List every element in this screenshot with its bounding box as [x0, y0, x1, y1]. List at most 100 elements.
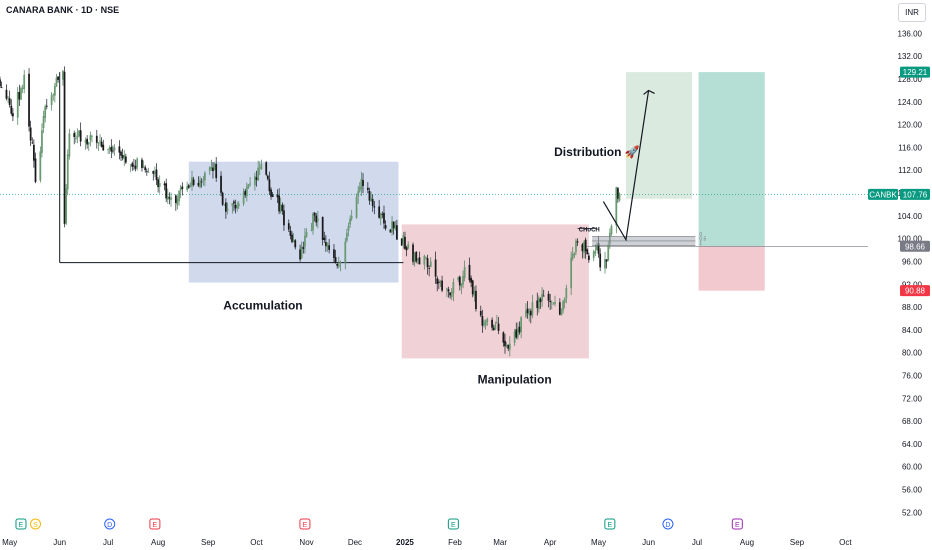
target-zone — [698, 72, 765, 247]
candle-body — [208, 167, 211, 172]
time-tick-label: Aug — [151, 538, 165, 547]
time-tick-label: Jul — [103, 538, 113, 547]
candle-body — [99, 140, 101, 142]
candle-body — [91, 135, 93, 137]
fib-label: 0 — [699, 232, 702, 238]
candle-body — [66, 154, 69, 190]
candle-body — [131, 163, 134, 167]
candle-body — [223, 204, 226, 206]
candle-body — [134, 165, 137, 169]
price-tick-label: 104.00 — [898, 212, 923, 221]
candle-body — [389, 229, 392, 233]
candle-body — [74, 137, 77, 140]
candle-body — [504, 340, 506, 347]
candle-body — [615, 187, 618, 226]
candle-body — [73, 133, 76, 137]
candle-body — [12, 113, 14, 117]
candle-body — [124, 156, 127, 163]
currency-button[interactable]: INR — [898, 3, 926, 22]
candle-body — [302, 247, 305, 249]
candle-body — [447, 289, 450, 292]
candle-body — [210, 166, 213, 170]
candle-body — [321, 216, 324, 240]
price-tick-label: 128.00 — [898, 75, 923, 84]
time-tick-label: May — [591, 538, 606, 547]
price-label-bg — [900, 66, 930, 78]
choch-label: CHoCH — [579, 227, 600, 233]
candle-body — [441, 280, 443, 291]
candle-body — [199, 180, 201, 188]
candle-body — [573, 253, 576, 256]
candle-body — [505, 344, 508, 346]
candle-body — [549, 300, 552, 302]
candle-body — [221, 192, 224, 205]
candle-body — [618, 193, 621, 201]
candle-body — [518, 326, 521, 333]
candle-body — [18, 91, 21, 100]
candle-body — [383, 212, 385, 224]
candle-body — [32, 144, 35, 161]
candle-body — [473, 291, 476, 296]
candle-body — [423, 256, 426, 265]
candle-body — [278, 195, 281, 212]
candle-body — [187, 185, 190, 188]
price-tick-label: 64.00 — [902, 440, 923, 449]
candle-body — [62, 70, 64, 80]
candle-body — [158, 182, 161, 187]
candle-body — [53, 85, 56, 96]
candle-body — [436, 278, 439, 284]
time-tick-label: Sep — [790, 538, 805, 547]
candle-body — [610, 225, 613, 235]
price-tick-label: 80.00 — [902, 349, 923, 358]
candle-body — [226, 208, 229, 211]
candle-body — [565, 288, 568, 299]
event-letter: D — [107, 522, 112, 529]
candle-body — [528, 312, 531, 315]
projection-path — [602, 90, 650, 242]
candle-body — [189, 185, 192, 187]
candle-body — [168, 197, 171, 199]
candle-body — [475, 290, 477, 310]
candle-body — [439, 280, 442, 282]
candle-body — [123, 154, 126, 160]
candle-body — [497, 323, 500, 331]
time-tick-label: May — [2, 538, 17, 547]
candle-body — [520, 317, 523, 332]
candle-body — [45, 105, 48, 107]
candle-body — [178, 190, 180, 202]
candle-body — [508, 343, 511, 350]
candle-body — [292, 239, 295, 242]
candle-body — [76, 135, 79, 138]
event-letter: E — [19, 522, 24, 529]
candle-body — [554, 302, 556, 304]
fib-label: 1 — [699, 241, 702, 247]
candle-body — [79, 130, 82, 142]
candle-body — [345, 232, 348, 241]
candle-body — [357, 191, 360, 197]
candle-body — [355, 197, 358, 218]
candle-body — [575, 240, 577, 252]
candle-body — [202, 179, 205, 181]
candle-body — [133, 165, 135, 167]
time-tick-label: Jun — [53, 538, 66, 547]
candle-body — [470, 278, 472, 283]
candle-body — [326, 243, 329, 248]
candle-body — [491, 319, 493, 328]
candle-body — [268, 179, 271, 192]
candle-body — [254, 176, 256, 186]
candle-body — [479, 311, 482, 316]
candle-body — [120, 151, 122, 156]
price-tick-label: 116.00 — [898, 143, 922, 152]
price-tick-label: 96.00 — [902, 257, 923, 266]
candle-body — [153, 171, 156, 174]
event-letter: E — [608, 522, 613, 529]
candle-body — [271, 194, 274, 197]
candle-body — [212, 167, 214, 171]
candle-body — [316, 218, 319, 222]
candle-body — [257, 167, 260, 181]
candle-body — [157, 179, 159, 188]
candle-body — [457, 277, 460, 280]
candle-body — [279, 204, 282, 213]
price-label-text: 107.76 — [903, 190, 928, 199]
